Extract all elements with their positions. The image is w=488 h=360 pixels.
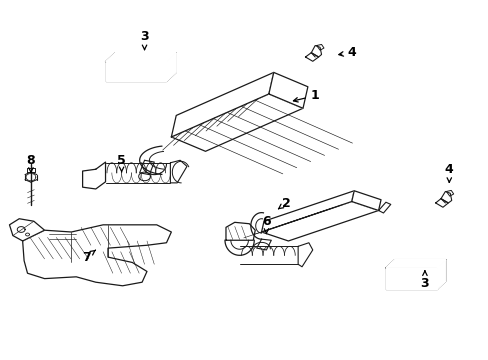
- Polygon shape: [385, 260, 445, 268]
- Polygon shape: [105, 53, 176, 62]
- Polygon shape: [351, 191, 380, 211]
- Text: 3: 3: [140, 30, 148, 50]
- Polygon shape: [171, 94, 303, 151]
- Text: 8: 8: [26, 154, 35, 172]
- Polygon shape: [261, 191, 353, 232]
- Polygon shape: [268, 72, 307, 108]
- Text: 4: 4: [444, 163, 453, 182]
- Polygon shape: [22, 225, 171, 286]
- Text: 7: 7: [81, 250, 95, 264]
- Polygon shape: [436, 260, 445, 289]
- Text: 5: 5: [117, 154, 126, 172]
- Polygon shape: [105, 62, 166, 81]
- Polygon shape: [261, 202, 378, 241]
- Text: 4: 4: [338, 46, 355, 59]
- Polygon shape: [171, 72, 273, 137]
- Text: 6: 6: [262, 215, 270, 234]
- Polygon shape: [166, 53, 176, 81]
- Polygon shape: [9, 219, 44, 241]
- Text: 2: 2: [278, 197, 290, 210]
- Text: 3: 3: [420, 271, 428, 291]
- Polygon shape: [385, 268, 436, 289]
- Text: 1: 1: [293, 89, 319, 102]
